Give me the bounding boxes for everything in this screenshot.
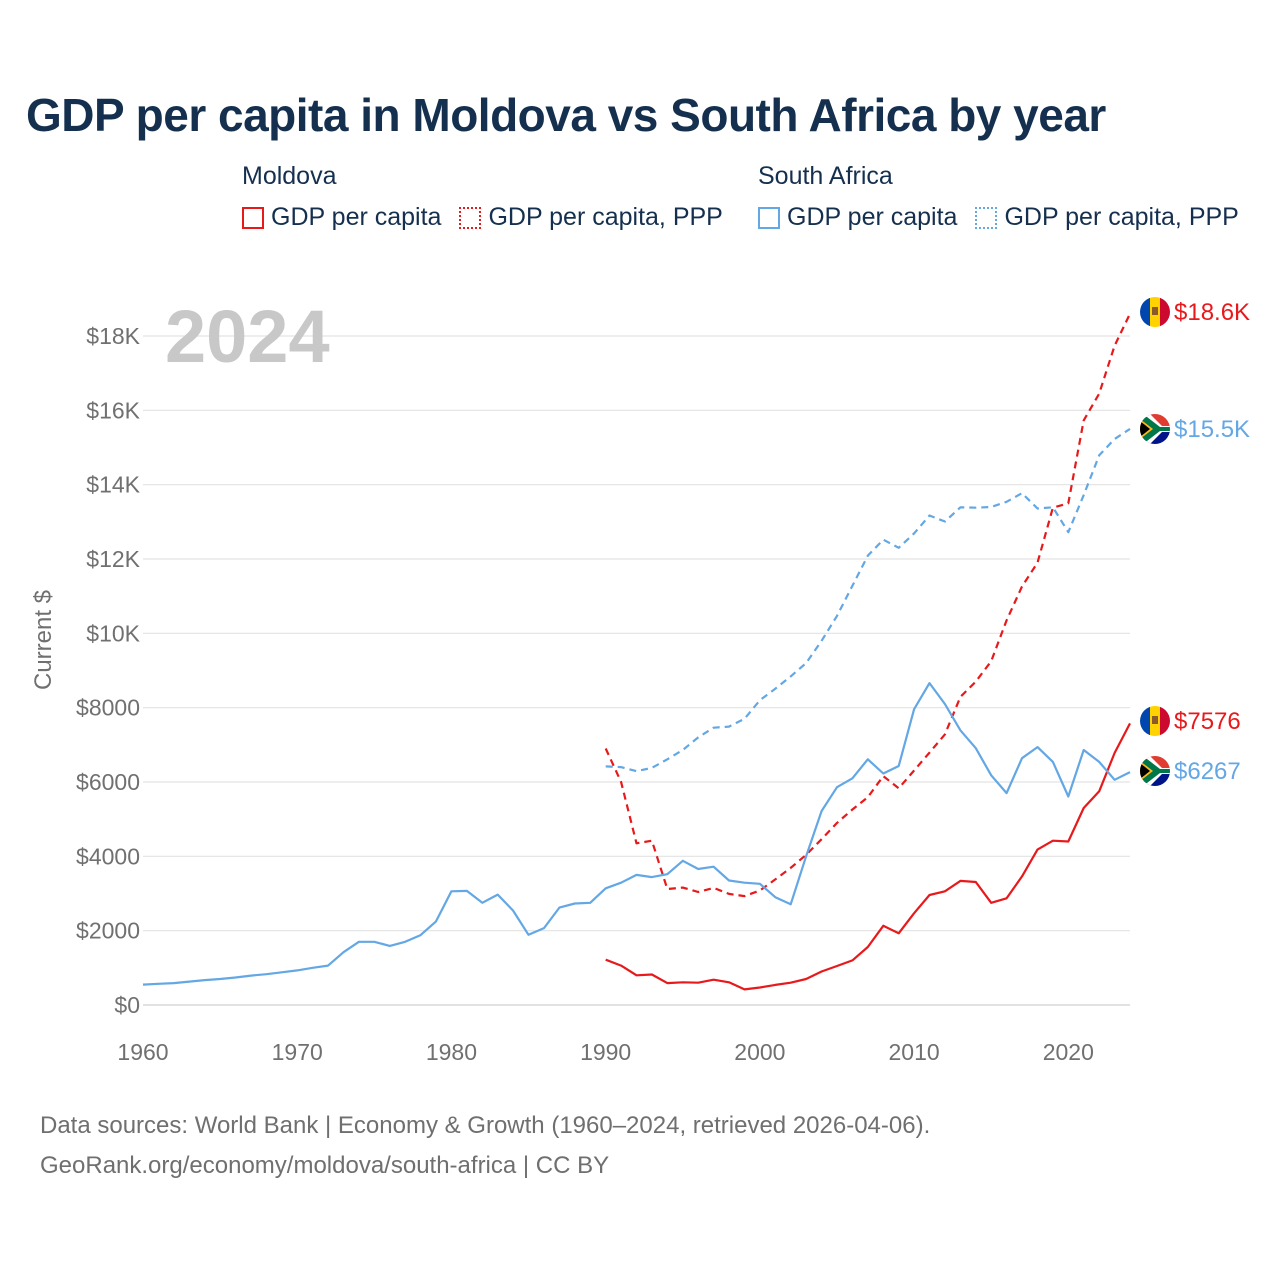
- legend-label: GDP per capita: [271, 203, 442, 231]
- x-tick-label: 2020: [1043, 1039, 1094, 1065]
- legend-group-south-africa: South Africa GDP per capita GDP per capi…: [758, 162, 1257, 232]
- series-line-moldova-gdp-per-capita[interactable]: [605, 722, 1131, 991]
- y-tick-label: $4000: [76, 843, 140, 869]
- y-tick-label: $0: [114, 992, 140, 1018]
- x-tick-label: 2000: [734, 1039, 785, 1065]
- legend-label: GDP per capita, PPP: [1004, 203, 1239, 231]
- x-axis: 1960 1970 1980 1990 2000 2010 2020: [117, 1039, 1093, 1065]
- x-tick-label: 1990: [580, 1039, 631, 1065]
- x-tick-label: 1960: [117, 1039, 168, 1065]
- data-sources-note: Data sources: World Bank | Economy & Gro…: [40, 1112, 931, 1139]
- y-tick-label: $6000: [76, 769, 140, 795]
- moldova-flag-icon: [1140, 297, 1170, 327]
- legend-swatch-dotted: [459, 206, 482, 229]
- y-tick-label: $2000: [76, 918, 140, 944]
- legend-label: GDP per capita: [787, 203, 958, 231]
- end-label-south-africa-ppp: $15.5K: [1174, 416, 1250, 443]
- legend-label: GDP per capita, PPP: [488, 203, 723, 231]
- legend-swatch-dotted: [975, 206, 998, 229]
- legend-item-south-africa-gdp[interactable]: GDP per capita: [758, 203, 957, 232]
- chart-title: GDP per capita in Moldova vs South Afric…: [26, 89, 1106, 141]
- moldova-flag-icon: [1140, 706, 1170, 736]
- x-tick-label: 2010: [889, 1039, 940, 1065]
- x-tick-label: 1980: [426, 1039, 477, 1065]
- y-tick-label: $8000: [76, 695, 140, 721]
- legend-swatch-solid: [242, 206, 264, 229]
- y-tick-label: $18K: [86, 323, 140, 349]
- legend-item-south-africa-gdp-ppp[interactable]: GDP per capita, PPP: [975, 203, 1239, 232]
- series-lines: [142, 313, 1131, 991]
- x-tick-label: 1970: [272, 1039, 323, 1065]
- y-tick-label: $10K: [86, 620, 140, 646]
- y-tick-label: $16K: [86, 397, 140, 423]
- legend-item-moldova-gdp[interactable]: GDP per capita: [242, 203, 441, 232]
- source-link[interactable]: GeoRank.org/economy/moldova/south-africa…: [40, 1152, 610, 1179]
- legend-group-moldova: Moldova GDP per capita GDP per capita, P…: [242, 162, 741, 232]
- south-africa-flag-icon: [1140, 414, 1170, 444]
- end-label-moldova-ppp: $18.6K: [1174, 299, 1250, 326]
- series-line-south-africa-gdp-per-capita-ppp[interactable]: [605, 427, 1131, 773]
- series-line-south-africa-gdp-per-capita[interactable]: [142, 681, 1131, 986]
- footer: Data sources: World Bank | Economy & Gro…: [40, 1106, 930, 1186]
- y-tick-label: $14K: [86, 472, 140, 498]
- legend-item-moldova-gdp-ppp[interactable]: GDP per capita, PPP: [459, 203, 723, 232]
- south-africa-flag-icon: [1140, 756, 1170, 786]
- legend-country-south-africa: South Africa: [758, 162, 893, 190]
- y-tick-label: $12K: [86, 546, 140, 572]
- legend-country-moldova: Moldova: [242, 162, 337, 190]
- series-line-moldova-gdp-per-capita-ppp[interactable]: [604, 313, 1131, 898]
- end-label-south-africa-gdp: $6267: [1174, 758, 1241, 785]
- year-watermark: 2024: [165, 295, 330, 378]
- grid: [143, 335, 1130, 1006]
- y-axis-label: Current $: [30, 590, 57, 690]
- end-label-moldova-gdp: $7576: [1174, 708, 1241, 735]
- y-axis: $0 $2000 $4000 $6000 $8000 $10K $12K $14K $16K $1…: [76, 323, 141, 1018]
- legend-swatch-solid: [758, 206, 780, 229]
